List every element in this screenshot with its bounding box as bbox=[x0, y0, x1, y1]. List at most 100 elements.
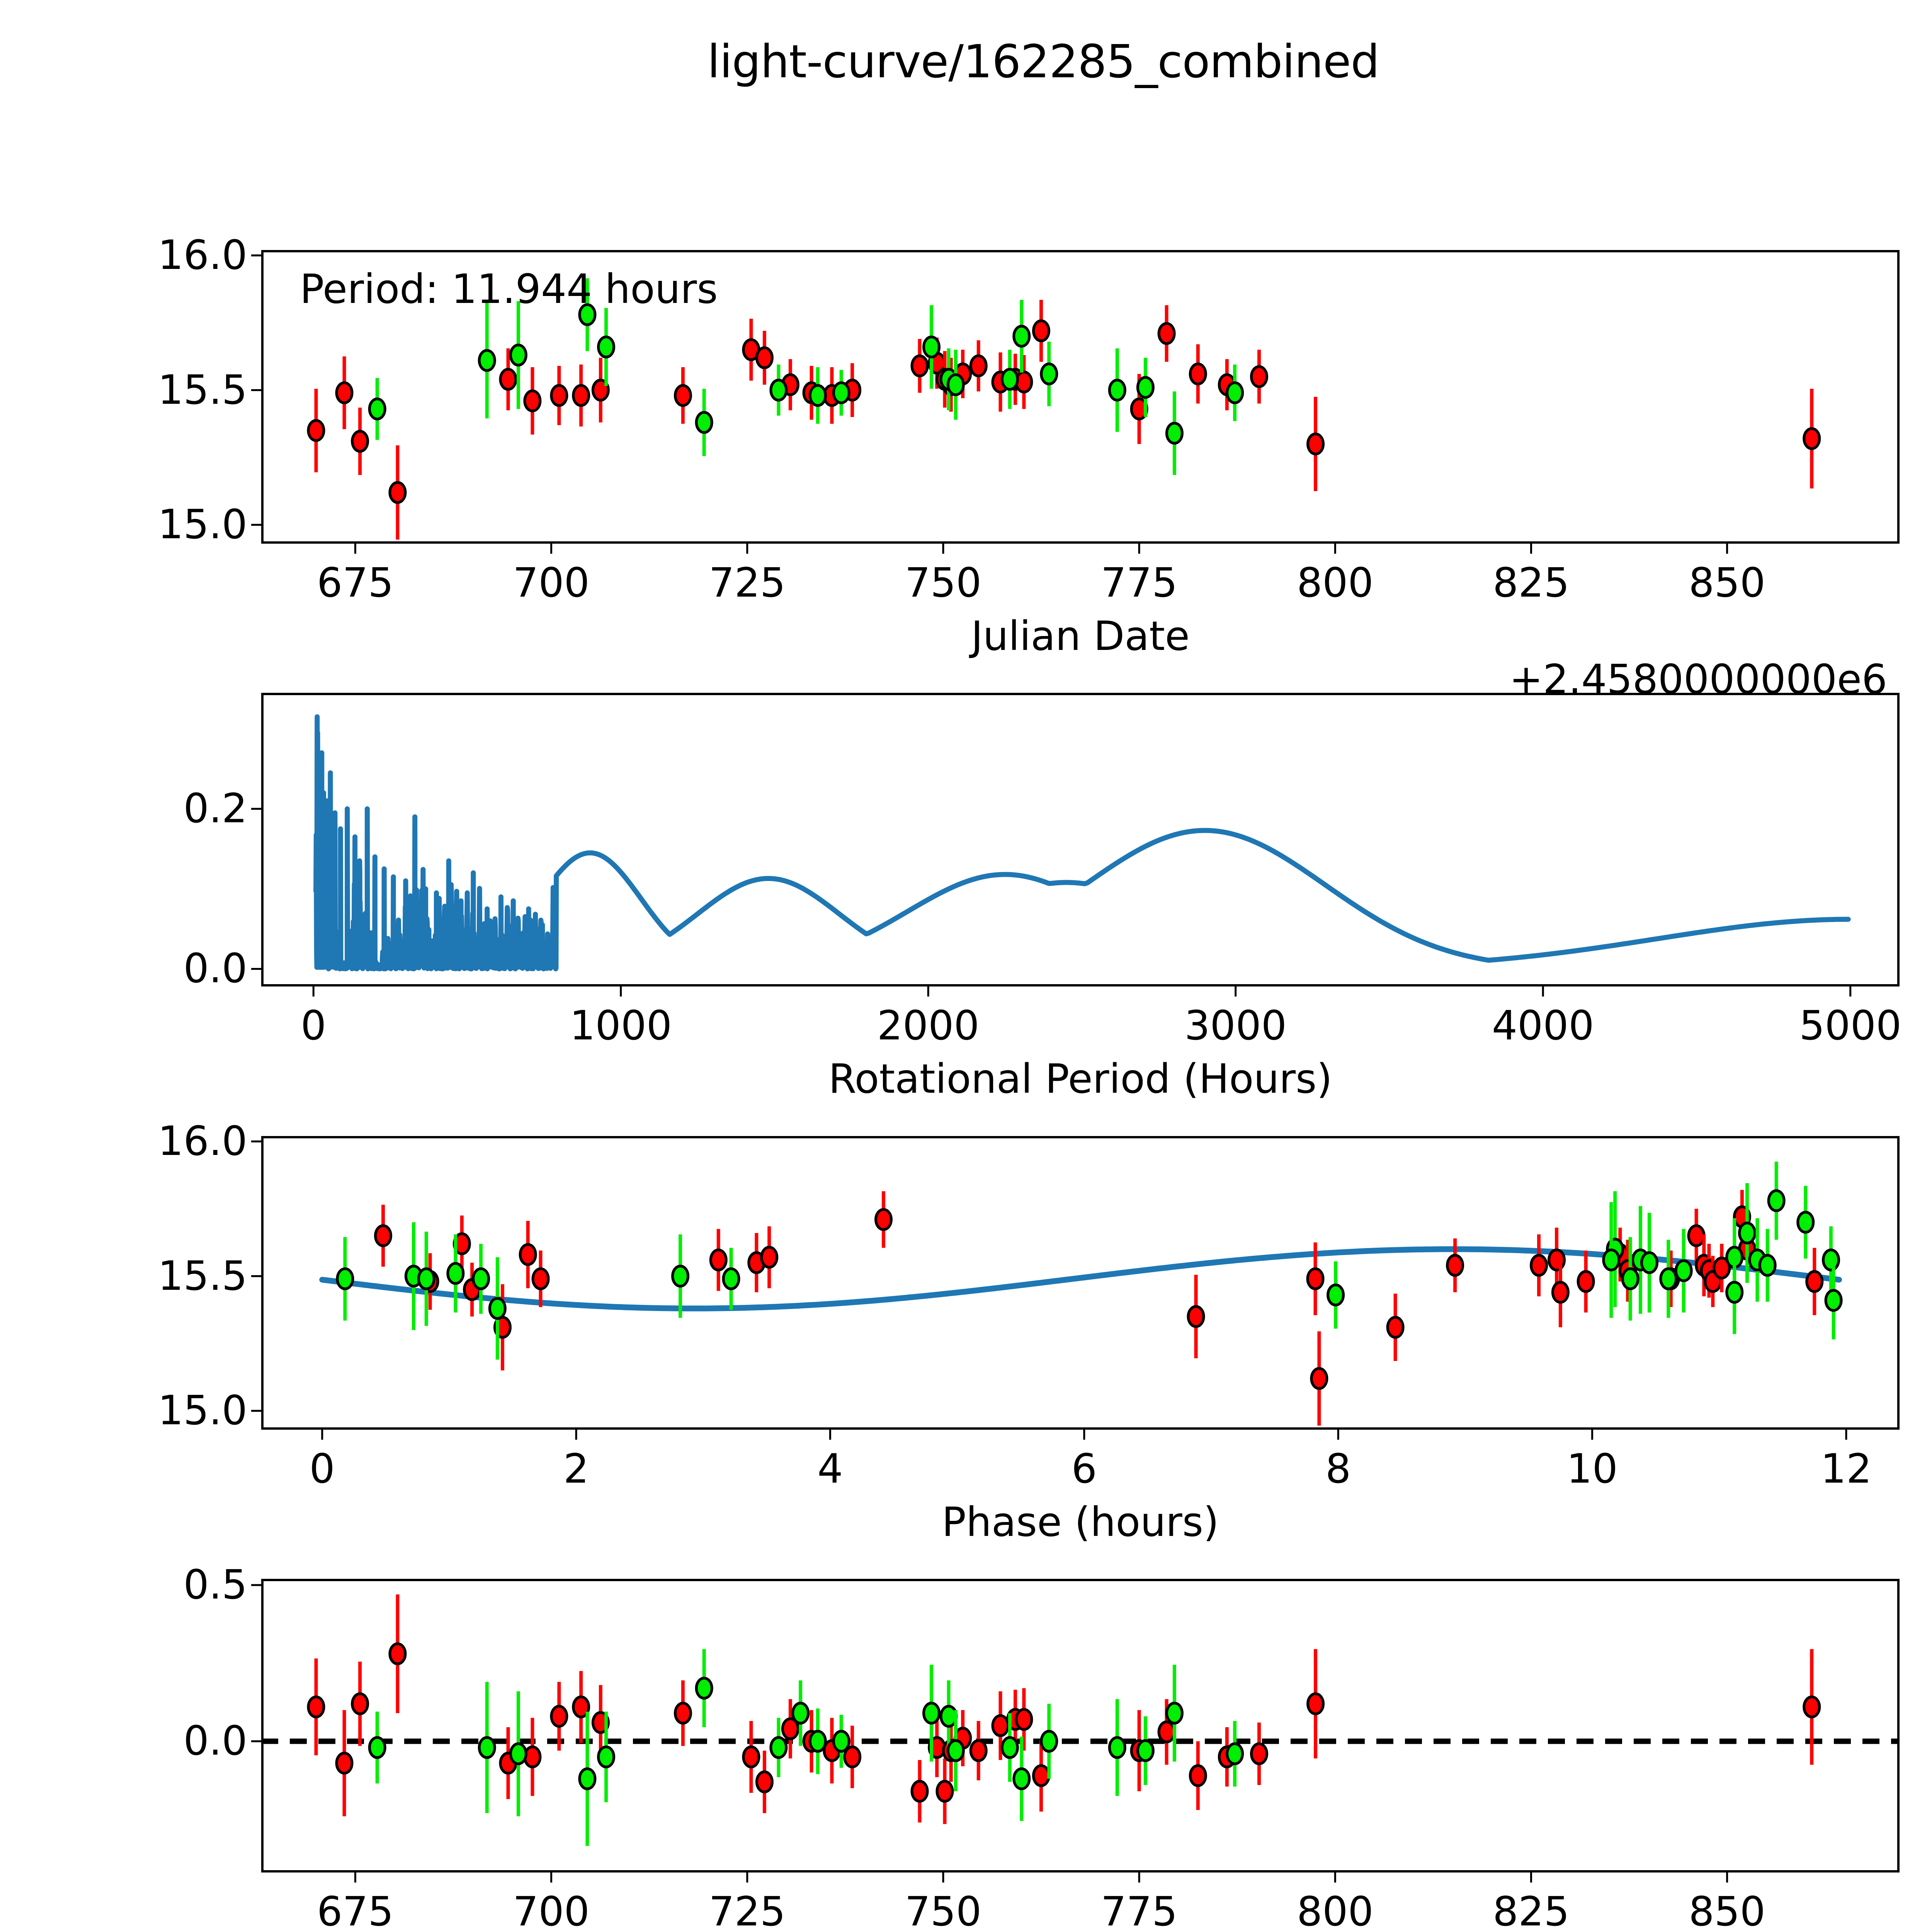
data-point-with-errorbar bbox=[488, 1257, 507, 1360]
xtick-label: 750 bbox=[905, 559, 982, 606]
data-point-with-errorbar bbox=[1226, 364, 1244, 421]
data-point-with-errorbar bbox=[673, 1680, 692, 1746]
data-point-with-errorbar bbox=[335, 1710, 354, 1816]
xtick-label: 3000 bbox=[1184, 1002, 1287, 1049]
data-point-with-errorbar bbox=[695, 1649, 713, 1728]
data-point-with-errorbar bbox=[808, 367, 827, 424]
ytick-label: 0.5 bbox=[183, 1561, 247, 1609]
ytick-label: 16.0 bbox=[158, 1117, 247, 1165]
data-point-with-errorbar bbox=[910, 1760, 929, 1823]
xtick-label: 12 bbox=[1820, 1445, 1872, 1492]
data-point-with-errorbar bbox=[388, 1594, 407, 1713]
ytick-label: 16.0 bbox=[158, 231, 247, 279]
data-point-with-errorbar bbox=[1032, 1740, 1051, 1812]
data-point-with-errorbar bbox=[1015, 1688, 1033, 1751]
ytick-label: 15.5 bbox=[158, 1252, 247, 1299]
xtick-label: 750 bbox=[905, 1888, 982, 1932]
panel-periodogram-xlabel: Rotational Period (Hours) bbox=[828, 1055, 1332, 1102]
data-point-with-errorbar bbox=[832, 1714, 850, 1768]
data-point-with-errorbar bbox=[760, 1226, 779, 1288]
data-point-with-errorbar bbox=[478, 302, 496, 418]
ytick-label: 15.0 bbox=[158, 1387, 247, 1434]
panel-phase-folded-xlabel: Phase (hours) bbox=[942, 1498, 1219, 1546]
data-point-with-errorbar bbox=[509, 301, 527, 409]
periodogram-line bbox=[313, 714, 1851, 971]
data-point-with-errorbar bbox=[742, 1721, 760, 1793]
data-point-with-errorbar bbox=[307, 1658, 325, 1755]
ytick-label: 0.0 bbox=[183, 1717, 247, 1765]
xtick-label: 725 bbox=[709, 559, 786, 606]
data-point-with-errorbar bbox=[935, 1758, 954, 1824]
data-point-with-errorbar bbox=[791, 1680, 810, 1746]
data-point-with-errorbar bbox=[1306, 1649, 1325, 1759]
data-point-with-errorbar bbox=[1577, 1250, 1595, 1313]
data-point-with-errorbar bbox=[1713, 1243, 1731, 1293]
data-point-with-errorbar bbox=[922, 305, 941, 389]
period-annotation: Period: 11.944 hours bbox=[300, 265, 718, 313]
data-point-with-errorbar bbox=[755, 1750, 774, 1813]
data-point-with-errorbar bbox=[1803, 1649, 1821, 1765]
data-point-with-errorbar bbox=[1189, 344, 1207, 404]
data-point-with-errorbar bbox=[335, 356, 354, 429]
data-point-with-errorbar bbox=[1000, 349, 1019, 409]
data-point-with-errorbar bbox=[572, 364, 590, 427]
panel-light-curve-xlabel: Julian Date bbox=[971, 612, 1190, 660]
data-point-with-errorbar bbox=[695, 389, 713, 456]
data-point-with-errorbar bbox=[969, 340, 988, 392]
data-point-with-errorbar bbox=[1640, 1213, 1658, 1313]
xtick-label: 800 bbox=[1297, 559, 1374, 606]
data-point-with-errorbar bbox=[1012, 299, 1031, 373]
data-point-with-errorbar bbox=[417, 1231, 435, 1326]
data-point-with-errorbar bbox=[1032, 299, 1051, 362]
data-point-with-errorbar bbox=[1250, 349, 1269, 404]
data-point-with-errorbar bbox=[1758, 1229, 1777, 1302]
data-point-with-errorbar bbox=[351, 407, 369, 475]
data-point-with-errorbar bbox=[1803, 389, 1821, 489]
data-point-with-errorbar bbox=[336, 1237, 354, 1321]
data-point-with-errorbar bbox=[1306, 1242, 1325, 1315]
data-point-with-errorbar bbox=[597, 1711, 616, 1803]
data-point-with-errorbar bbox=[1530, 1234, 1548, 1296]
data-point-with-errorbar bbox=[452, 1215, 471, 1272]
data-point-with-errorbar bbox=[550, 1682, 568, 1751]
data-point-with-errorbar bbox=[1725, 1250, 1744, 1334]
xtick-label: 700 bbox=[513, 1888, 590, 1932]
data-point-with-errorbar bbox=[368, 378, 386, 440]
xtick-label: 850 bbox=[1689, 1888, 1765, 1932]
data-point-with-errorbar bbox=[368, 1711, 386, 1784]
data-point-with-errorbar bbox=[1000, 1713, 1019, 1782]
data-point-with-errorbar bbox=[1226, 1721, 1244, 1787]
xtick-label: 775 bbox=[1100, 1888, 1178, 1932]
data-point-with-errorbar bbox=[1165, 391, 1184, 475]
xtick-label: 675 bbox=[317, 559, 394, 606]
data-point-with-errorbar bbox=[351, 1662, 369, 1746]
xtick-label: 825 bbox=[1493, 559, 1570, 606]
data-point-with-errorbar bbox=[1602, 1202, 1621, 1318]
xtick-label: 2000 bbox=[877, 1002, 980, 1049]
xtick-label: 6 bbox=[1071, 1445, 1097, 1492]
data-point-with-errorbar bbox=[709, 1229, 728, 1291]
ytick-label: 15.5 bbox=[158, 366, 247, 413]
data-point-with-errorbar bbox=[1551, 1257, 1570, 1328]
data-point-with-errorbar bbox=[1446, 1238, 1464, 1293]
data-point-with-errorbar bbox=[1306, 397, 1325, 492]
data-point-with-errorbar bbox=[374, 1204, 393, 1267]
xtick-label: 700 bbox=[513, 559, 590, 606]
data-point-with-errorbar bbox=[843, 1726, 862, 1788]
data-point-with-errorbar bbox=[769, 1718, 788, 1777]
data-point-with-errorbar bbox=[1327, 1261, 1345, 1329]
data-point-with-errorbar bbox=[1040, 342, 1058, 406]
xtick-label: 675 bbox=[317, 1888, 394, 1932]
ytick-label: 15.0 bbox=[158, 501, 247, 548]
xtick-label: 0 bbox=[309, 1445, 335, 1492]
data-point-with-errorbar bbox=[597, 308, 616, 386]
data-point-with-errorbar bbox=[509, 1691, 527, 1816]
xtick-label: 775 bbox=[1100, 559, 1178, 606]
